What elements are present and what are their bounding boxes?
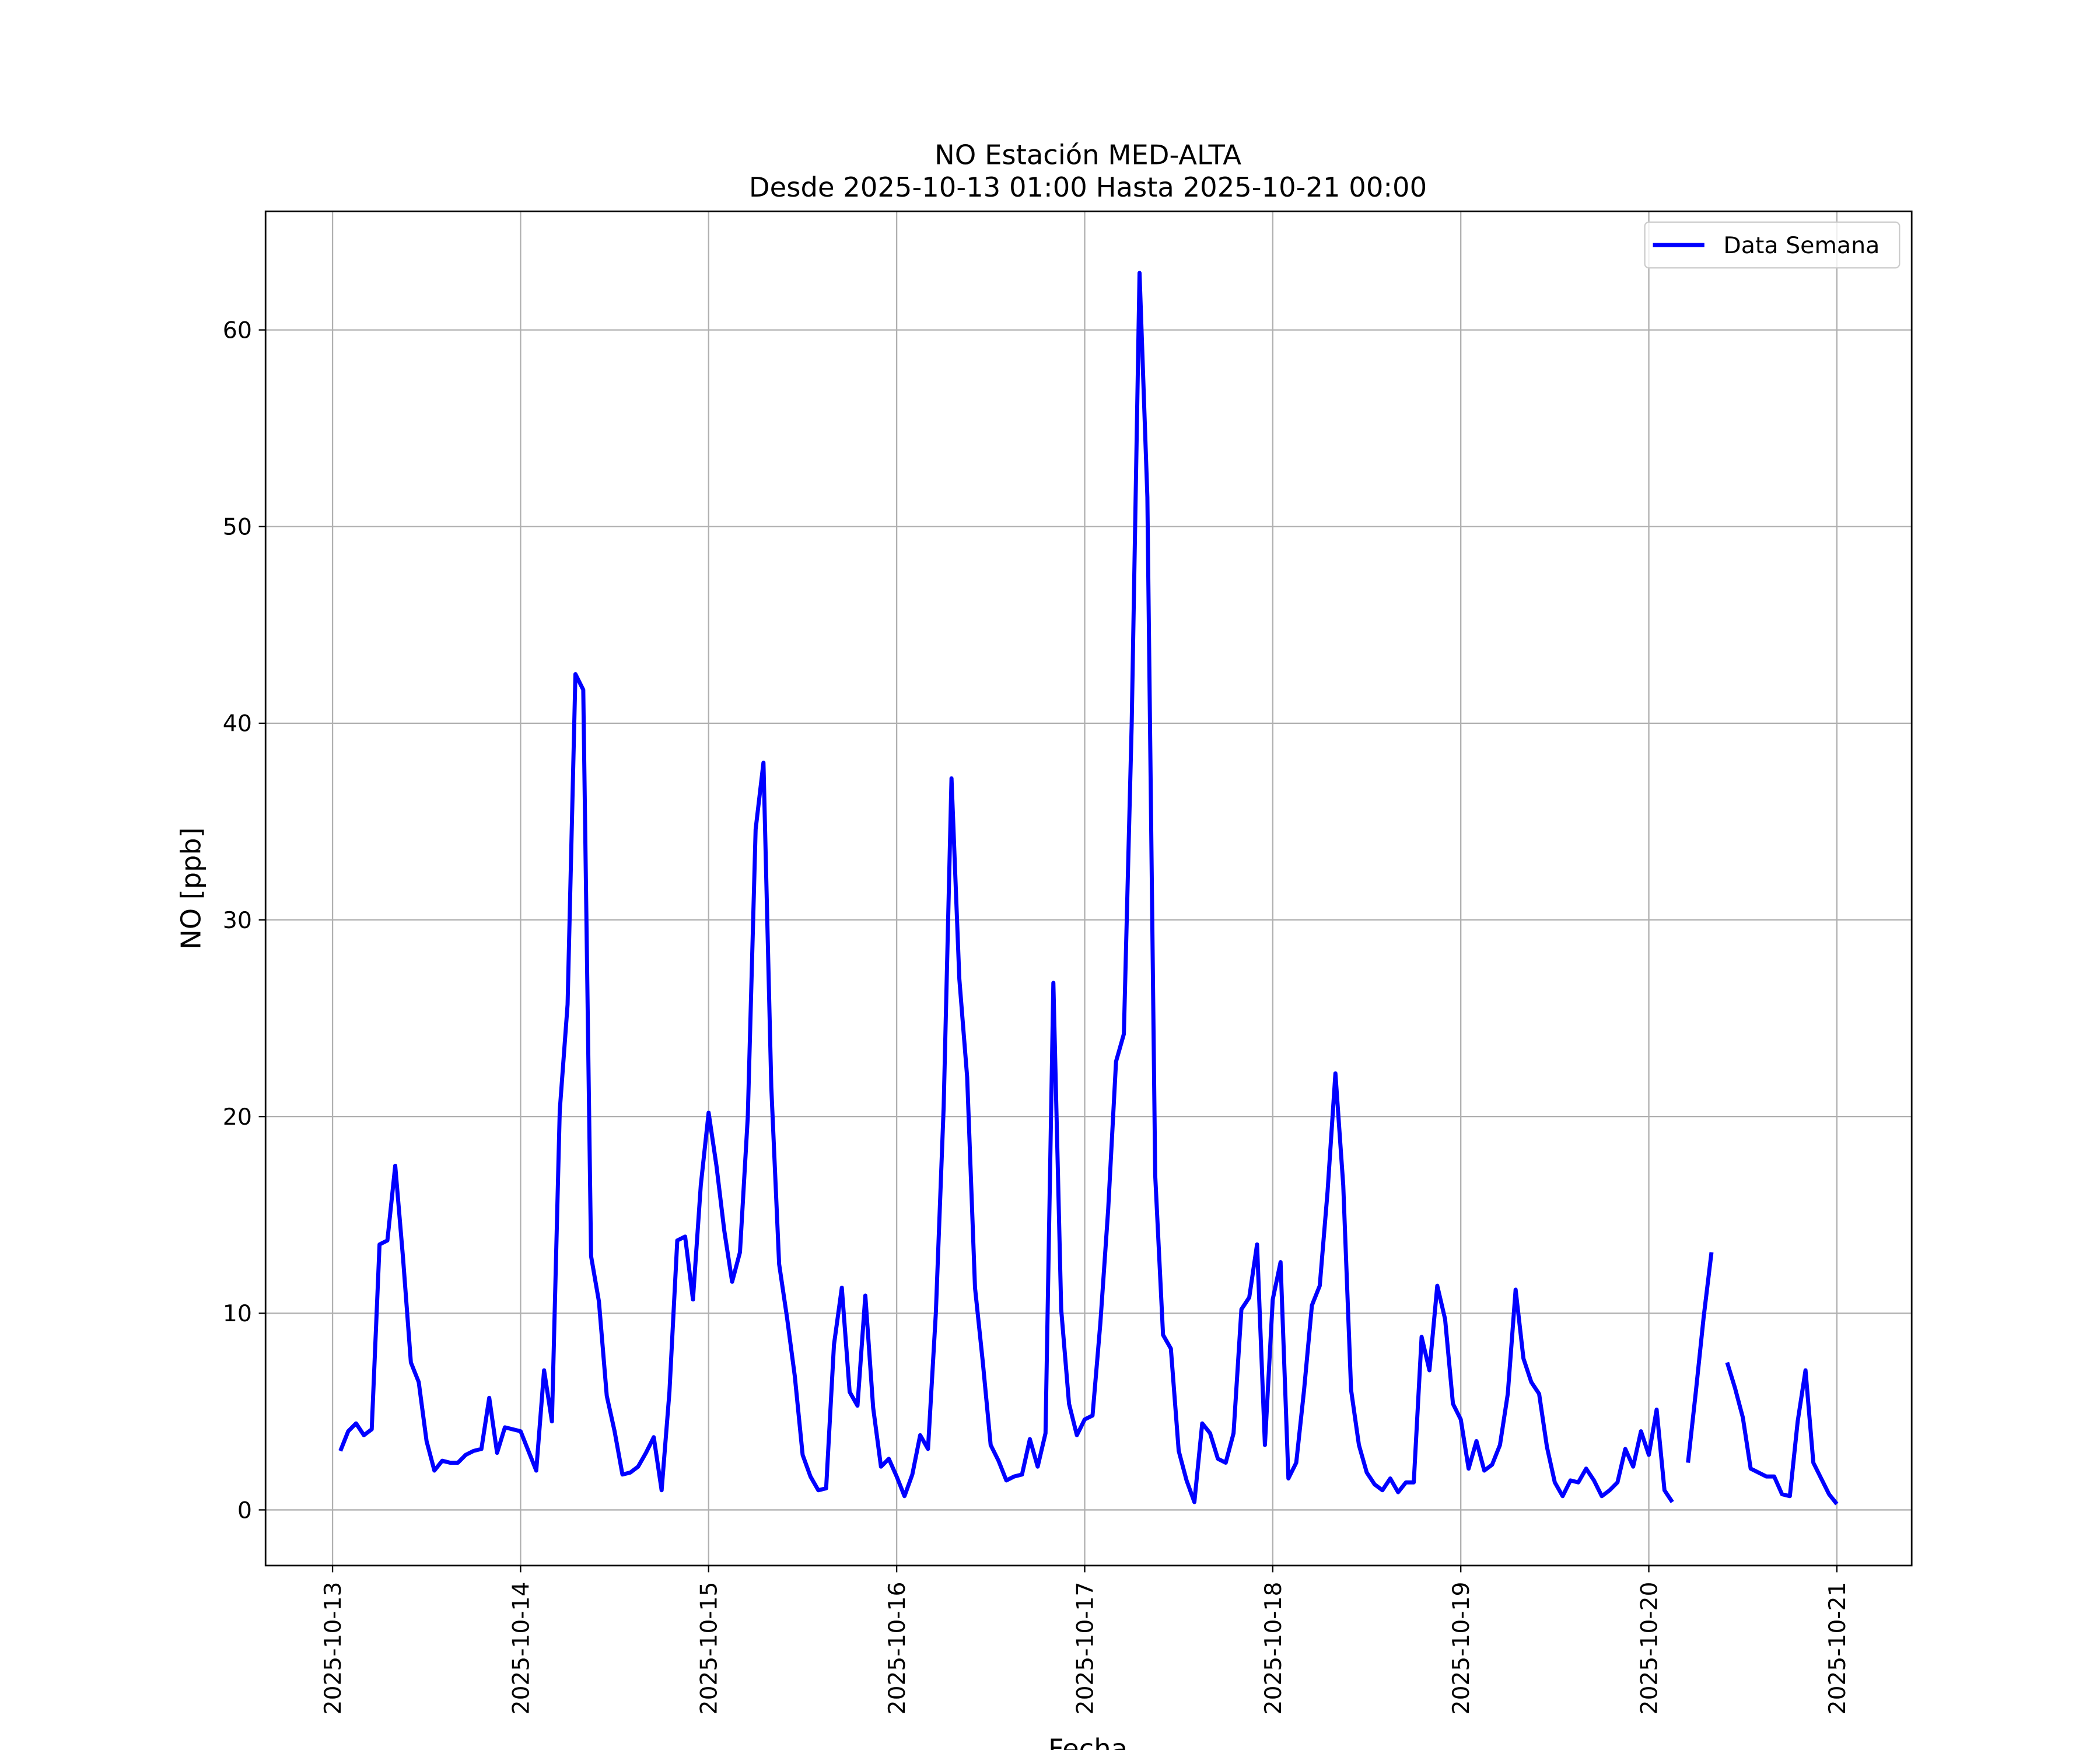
x-tick-label: 2025-10-18 — [1260, 1582, 1287, 1715]
y-tick-label: 20 — [223, 1104, 252, 1130]
chart-subtitle: Desde 2025-10-13 01:00 Hasta 2025-10-21 … — [749, 172, 1427, 203]
y-axis-label: NO [ppb] — [176, 827, 207, 949]
x-tick-label: 2025-10-20 — [1636, 1582, 1662, 1715]
x-tick-label: 2025-10-16 — [884, 1582, 911, 1715]
plot-frame — [264, 210, 1913, 1567]
x-tick-label: 2025-10-17 — [1072, 1582, 1098, 1715]
y-tick-label: 50 — [223, 514, 252, 541]
y-tick-label: 0 — [237, 1497, 252, 1524]
x-tick-label: 2025-10-19 — [1448, 1582, 1475, 1715]
legend-label: Data Semana — [1723, 232, 1880, 259]
x-axis-label: Fecha — [1048, 1733, 1128, 1750]
x-tick-label: 2025-10-14 — [508, 1582, 534, 1715]
y-tick-label: 40 — [223, 710, 252, 737]
x-tick-label: 2025-10-21 — [1824, 1582, 1851, 1715]
y-tick-label: 30 — [223, 907, 252, 934]
legend-box — [1644, 221, 1901, 269]
data-line — [338, 271, 1839, 1506]
x-tick-label: 2025-10-13 — [320, 1582, 346, 1715]
y-tick-label: 10 — [223, 1300, 252, 1327]
chart-title: NO Estación MED-ALTA — [935, 139, 1241, 171]
x-tick-label: 2025-10-15 — [696, 1582, 723, 1715]
y-tick-label: 60 — [223, 317, 252, 344]
